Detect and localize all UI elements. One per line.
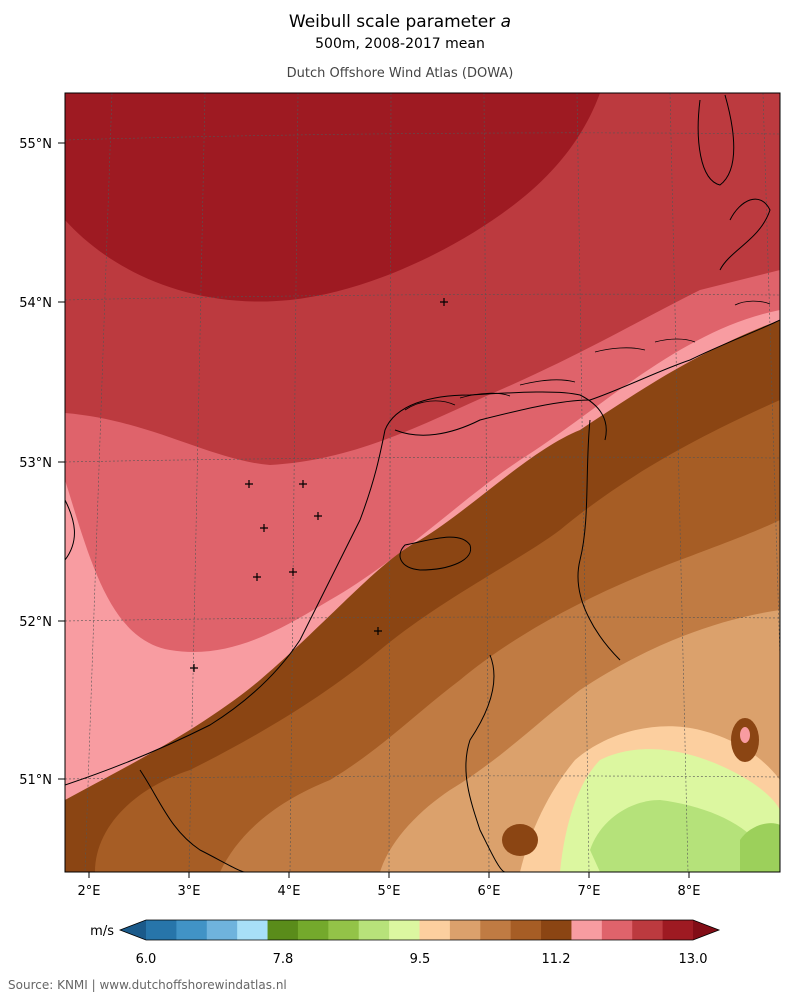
band-8.4-8.8 [590, 800, 770, 872]
colorbar-cell [601, 920, 633, 940]
graticule [65, 93, 780, 872]
colorbar: m/s 6.0 7.8 9.5 11.2 13.0 [90, 919, 721, 967]
lat-label: 51°N [19, 773, 52, 788]
colorbar-unit: m/s [90, 924, 114, 939]
lon-label: 2°E [78, 884, 101, 899]
lon-label: 5°E [378, 884, 401, 899]
colorbar-cell [389, 920, 420, 940]
colorbar-cell [510, 920, 542, 940]
colorbar-cell [237, 920, 269, 940]
site-marker [374, 627, 382, 635]
colorbar-outline [118, 919, 721, 941]
colorbar-cell [267, 920, 299, 940]
site-marker [440, 298, 448, 306]
lat-label: 54°N [19, 296, 52, 311]
site-markers [190, 298, 448, 672]
site-marker [245, 480, 253, 488]
lat-label: 55°N [19, 137, 52, 152]
colorbar-cell [358, 920, 390, 940]
lon-label: 7°E [578, 884, 601, 899]
colorbar-cell [146, 920, 177, 940]
lon-label: 3°E [178, 884, 201, 899]
wadden-islands [404, 300, 771, 411]
colorbar-extend-low [120, 920, 146, 940]
site-marker [190, 664, 198, 672]
colorbar-cell [297, 920, 329, 940]
colorbar-cell [206, 920, 238, 940]
colorbar-tick-label: 9.5 [410, 952, 431, 967]
colorbar-tick-label: 11.2 [542, 952, 571, 967]
colorbar-cell [662, 920, 694, 940]
lat-label: 52°N [19, 615, 52, 630]
colorbar-cell [449, 920, 481, 940]
highland-patch-2 [502, 824, 538, 856]
lon-label: 8°E [678, 884, 701, 899]
colorbar-tick-label: 13.0 [679, 952, 708, 967]
highland-peak [740, 727, 750, 743]
chart-subtitle: 500m, 2008-2017 mean [315, 36, 485, 52]
colorbar-cell [419, 920, 451, 940]
colorbar-extend-high [693, 920, 719, 940]
band-8.0-8.4 [740, 823, 780, 872]
longitude-labels: 2°E 3°E 4°E 5°E 6°E 7°E 8°E [78, 872, 701, 899]
colorbar-tick-label: 6.0 [136, 952, 157, 967]
colorbar-cell [480, 920, 512, 940]
site-marker [289, 568, 297, 576]
colorbar-cell [571, 920, 603, 940]
atlas-name: Dutch Offshore Wind Atlas (DOWA) [286, 66, 514, 81]
map-area [65, 93, 780, 872]
site-marker [260, 524, 268, 532]
map-frame [64, 92, 781, 873]
lat-label: 53°N [19, 456, 52, 471]
latitude-labels: 55°N 54°N 53°N 52°N 51°N [19, 137, 65, 788]
chart-title: Weibull scale parameter a [288, 12, 512, 32]
colorbar-cell [176, 920, 208, 940]
lon-label: 6°E [478, 884, 501, 899]
colorbar-cell [632, 920, 664, 940]
lon-label: 4°E [278, 884, 301, 899]
band-12.6-13.0 [65, 93, 600, 302]
coastlines [65, 94, 780, 872]
colorbar-cell [541, 920, 572, 940]
site-marker [314, 512, 322, 520]
colorbar-tick-label: 7.8 [273, 952, 294, 967]
footer-source: Source: KNMI | www.dutchoffshorewindatla… [8, 978, 287, 992]
site-marker [299, 480, 307, 488]
colorbar-cell [328, 920, 360, 940]
site-marker [253, 573, 261, 581]
